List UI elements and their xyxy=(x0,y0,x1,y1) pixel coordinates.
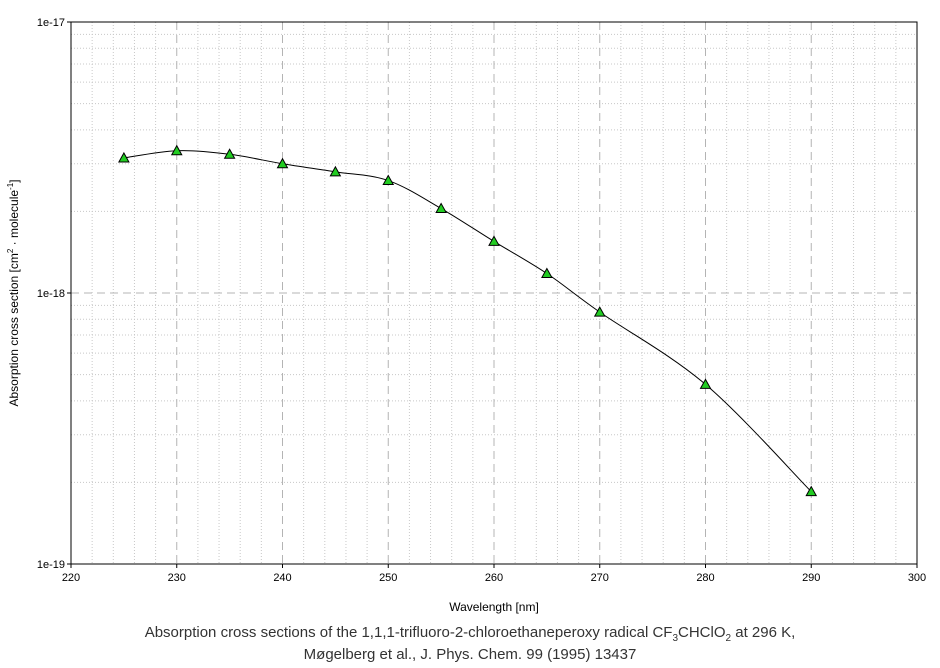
x-tick-label: 270 xyxy=(591,572,609,584)
y-tick-label: 1e-18 xyxy=(37,288,65,300)
data-point-marker xyxy=(699,378,712,389)
x-tick-label: 280 xyxy=(696,572,714,584)
data-point-marker xyxy=(541,267,553,279)
x-tick-label: 230 xyxy=(168,572,186,584)
x-tick-label: 300 xyxy=(908,572,926,584)
major-grid xyxy=(71,22,917,564)
data-point-marker xyxy=(118,151,130,163)
caption-line-2: Møgelberg et al., J. Phys. Chem. 99 (199… xyxy=(303,646,637,663)
data-point-marker xyxy=(488,235,500,246)
data-point-marker xyxy=(435,202,447,214)
data-point-marker xyxy=(170,144,183,156)
y-axis-label: Absorption cross section [cm2 · molecule… xyxy=(6,179,21,406)
data-point-marker xyxy=(382,174,395,186)
absorption-chart: 220 230 240 250 260 270 280 290 300 1e-191e-181e… xyxy=(6,17,926,614)
x-tick-label: 290 xyxy=(802,572,820,584)
data-series xyxy=(118,144,818,497)
x-tick-label: 250 xyxy=(379,572,397,584)
x-tick-label: 220 xyxy=(62,572,80,584)
x-axis-label: Wavelength [nm] xyxy=(449,600,539,614)
x-tick-label: 260 xyxy=(485,572,503,584)
data-point-marker xyxy=(276,157,289,169)
data-point-marker xyxy=(329,165,342,177)
y-axis-ticks: 1e-19 1e-18 1e-17 xyxy=(37,17,71,571)
x-axis-ticks: 220 230 240 250 260 270 280 290 300 xyxy=(62,564,926,584)
data-point-marker xyxy=(805,485,818,497)
y-tick-label: 1e-17 xyxy=(37,17,65,29)
y-tick-label: 1e-19 xyxy=(37,559,65,571)
data-point-marker xyxy=(223,148,236,159)
caption-line-1: Absorption cross sections of the 1,1,1-t… xyxy=(144,624,796,644)
x-tick-label: 240 xyxy=(273,572,291,584)
data-point-marker xyxy=(593,306,606,317)
